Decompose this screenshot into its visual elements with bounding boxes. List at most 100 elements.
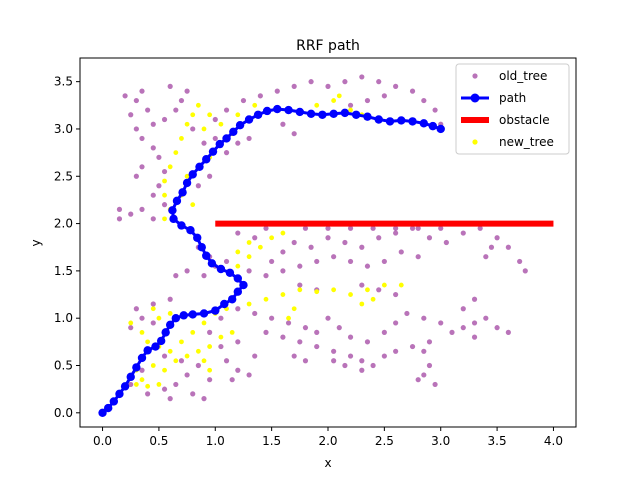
path-marker: [197, 243, 206, 252]
old-tree-point: [156, 183, 162, 189]
old-tree-point: [145, 107, 151, 113]
old-tree-point: [274, 88, 280, 94]
old-tree-point: [471, 320, 478, 326]
old-tree-point: [370, 362, 376, 369]
old-tree-series: [116, 74, 528, 402]
old-tree-point: [280, 249, 286, 255]
new-tree-point: [167, 164, 173, 170]
y-tick-label: 0.0: [54, 406, 73, 420]
new-tree-point: [173, 150, 179, 156]
new-tree-point: [207, 367, 213, 373]
path-marker: [179, 311, 188, 320]
old-tree-point: [421, 372, 427, 378]
old-tree-point: [139, 164, 145, 170]
old-tree-point: [460, 230, 466, 236]
old-tree-point: [150, 192, 156, 198]
path-marker: [363, 112, 372, 121]
new-tree-point: [218, 334, 224, 340]
old-tree-point: [161, 386, 168, 392]
old-tree-point: [364, 339, 371, 345]
new-tree-point: [246, 240, 252, 245]
old-tree-point: [342, 79, 348, 85]
path-marker: [244, 115, 254, 124]
path-marker: [216, 264, 226, 274]
old-tree-point: [207, 173, 213, 179]
new-tree-point: [280, 230, 286, 236]
old-tree-point: [133, 97, 139, 104]
new-tree-point: [184, 353, 190, 359]
legend-item: obstacle: [461, 113, 550, 127]
old-tree-point: [415, 377, 421, 383]
path-marker: [115, 389, 124, 399]
path-marker: [215, 139, 224, 149]
old-tree-point: [150, 320, 156, 326]
new-tree-point: [359, 301, 365, 307]
old-tree-point: [252, 310, 258, 317]
path-marker: [207, 259, 217, 268]
old-tree-point: [139, 88, 145, 94]
old-tree-point: [161, 116, 168, 123]
legend-item: old_tree: [472, 69, 547, 83]
new-tree-point: [167, 311, 173, 316]
old-tree-point: [347, 334, 354, 340]
old-tree-point: [421, 315, 427, 321]
old-tree-point: [235, 140, 241, 146]
old-tree-point: [133, 173, 139, 179]
old-tree-point: [201, 140, 207, 146]
legend-item: new_tree: [472, 135, 554, 149]
new-tree-point: [246, 254, 252, 260]
path-marker: [273, 104, 282, 114]
old-tree-point: [359, 358, 365, 364]
new-tree-point: [156, 315, 162, 321]
path-marker: [168, 206, 177, 215]
path-marker: [374, 115, 383, 124]
path-marker: [188, 170, 197, 179]
path-marker: [284, 105, 293, 115]
old-tree-point: [150, 301, 156, 307]
legend-box: [455, 63, 570, 155]
old-tree-point: [347, 102, 354, 108]
path-marker: [351, 110, 361, 119]
old-tree-point: [325, 83, 331, 89]
old-tree-point: [201, 273, 207, 279]
old-tree-point: [297, 282, 303, 288]
path-marker: [137, 353, 147, 363]
old-tree-point: [291, 131, 297, 137]
old-tree-point: [494, 325, 500, 331]
path-marker: [193, 233, 202, 242]
x-tick-label: 0.5: [149, 434, 168, 448]
legend-item: path: [461, 91, 526, 105]
path-marker: [340, 108, 350, 118]
path-marker: [233, 274, 243, 283]
old-tree-point: [257, 93, 263, 99]
old-tree-point: [505, 244, 511, 250]
old-tree-point: [314, 343, 320, 350]
old-tree-point: [314, 258, 320, 265]
legend-marker: [472, 139, 478, 145]
old-tree-point: [432, 107, 438, 113]
path-marker: [143, 346, 152, 355]
new-tree-point: [336, 93, 342, 99]
old-tree-point: [223, 258, 230, 265]
old-tree-point: [235, 306, 241, 312]
old-tree-point: [178, 97, 185, 104]
old-tree-point: [173, 273, 179, 279]
path-marker: [202, 251, 211, 260]
old-tree-point: [302, 358, 309, 364]
legend-label: old_tree: [499, 69, 547, 83]
old-tree-point: [184, 88, 190, 94]
path-marker: [195, 162, 204, 172]
old-tree-point: [398, 249, 404, 255]
new-tree-point: [195, 348, 201, 354]
old-tree-point: [308, 244, 314, 250]
legend-label: obstacle: [499, 113, 550, 127]
path-marker: [220, 299, 229, 309]
new-tree-point: [128, 320, 134, 326]
x-tick-label: 0.0: [93, 434, 112, 448]
old-tree-point: [426, 235, 433, 241]
path-marker: [98, 408, 107, 418]
old-tree-point: [150, 145, 156, 151]
old-tree-point: [128, 381, 134, 388]
new-tree-point: [370, 296, 376, 302]
